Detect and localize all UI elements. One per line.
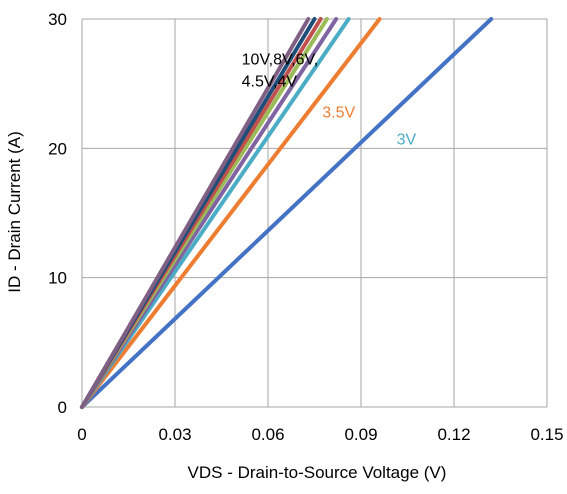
y-axis-title: ID - Drain Current (A) xyxy=(5,131,24,293)
y-tick-label: 10 xyxy=(48,269,67,288)
y-tick-label: 0 xyxy=(58,398,67,417)
x-tick-label: 0.12 xyxy=(437,425,470,444)
curve-label: 10V,8V,6V, 4.5V,4V xyxy=(242,51,319,90)
x-tick-label: 0 xyxy=(77,425,86,444)
series-group xyxy=(80,17,494,409)
series-line xyxy=(80,17,382,409)
curve-label: 3V xyxy=(397,131,417,148)
curve-label-line: 3V xyxy=(397,131,417,148)
series-line xyxy=(80,17,311,409)
x-tick-label: 0.06 xyxy=(251,425,284,444)
x-tick-label: 0.09 xyxy=(344,425,377,444)
x-tick-label: 0.15 xyxy=(530,425,563,444)
curve-label: 3.5V xyxy=(322,104,355,121)
tick-labels: 0 0.03 0.06 0.09 0.12 0.15 0 10 20 30 xyxy=(48,10,563,444)
annotations: 10V,8V,6V, 4.5V,4V 3.5V 3V xyxy=(242,51,417,148)
y-tick-label: 30 xyxy=(48,10,67,29)
x-tick-label: 0.03 xyxy=(158,425,191,444)
x-axis-title: VDS - Drain-to-Source Voltage (V) xyxy=(188,463,447,482)
curve-label-line: 4.5V,4V xyxy=(242,73,298,90)
curve-label-line: 10V,8V,6V, xyxy=(242,51,319,68)
y-tick-label: 20 xyxy=(48,139,67,158)
series-line xyxy=(80,17,494,409)
curve-label-line: 3.5V xyxy=(322,104,355,121)
